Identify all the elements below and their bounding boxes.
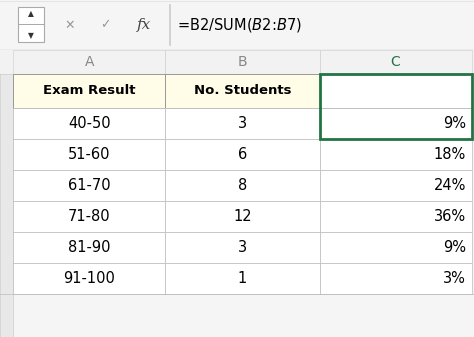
Text: 9%: 9% [443, 240, 466, 255]
Text: 12: 12 [233, 209, 252, 224]
Bar [165, 263, 319, 294]
Bar [13, 108, 165, 139]
Bar [319, 50, 472, 74]
Bar [165, 139, 319, 170]
Bar [319, 74, 472, 139]
Text: B: B [237, 55, 247, 69]
Bar [13, 232, 165, 263]
Bar [0, 50, 13, 337]
Bar [13, 263, 165, 294]
Text: 3: 3 [238, 116, 247, 131]
Text: 24%: 24% [434, 178, 466, 193]
Bar [0, 50, 474, 74]
Text: 61-70: 61-70 [68, 178, 110, 193]
Bar [319, 170, 472, 201]
Bar [319, 232, 472, 263]
Bar [13, 170, 165, 201]
Text: 71-80: 71-80 [68, 209, 110, 224]
Text: ✓: ✓ [100, 19, 111, 31]
Text: =B2/SUM($B$2:$B$7): =B2/SUM($B$2:$B$7) [177, 16, 301, 34]
Text: A: A [84, 55, 94, 69]
Text: 6: 6 [238, 147, 247, 162]
Text: No. Students: No. Students [194, 84, 291, 97]
Text: 36%: 36% [434, 209, 466, 224]
Text: 3: 3 [238, 240, 247, 255]
Bar [319, 201, 472, 232]
Bar [13, 74, 165, 108]
Text: 8: 8 [238, 178, 247, 193]
Text: 18%: 18% [434, 147, 466, 162]
Text: 91-100: 91-100 [64, 271, 115, 286]
Text: 3%: 3% [443, 271, 466, 286]
Bar [319, 139, 472, 170]
Text: C: C [391, 55, 401, 69]
Text: fx: fx [137, 18, 151, 32]
Text: 40-50: 40-50 [68, 116, 110, 131]
Text: 51-60: 51-60 [68, 147, 110, 162]
Bar [165, 108, 319, 139]
Bar [165, 232, 319, 263]
Bar [319, 108, 472, 139]
Text: Exam Result: Exam Result [43, 84, 136, 97]
Text: 81-90: 81-90 [68, 240, 110, 255]
Bar [13, 201, 165, 232]
Bar [13, 139, 165, 170]
Text: ▲: ▲ [28, 9, 34, 19]
Bar [319, 263, 472, 294]
Bar [13, 50, 165, 74]
Bar [165, 74, 319, 108]
Text: 9%: 9% [443, 116, 466, 131]
Bar [165, 170, 319, 201]
Bar [18, 7, 44, 42]
Bar [165, 50, 319, 74]
Text: ▼: ▼ [28, 31, 34, 40]
Bar [165, 201, 319, 232]
Text: 1: 1 [238, 271, 247, 286]
Text: ✕: ✕ [65, 19, 75, 31]
Bar [319, 74, 472, 108]
